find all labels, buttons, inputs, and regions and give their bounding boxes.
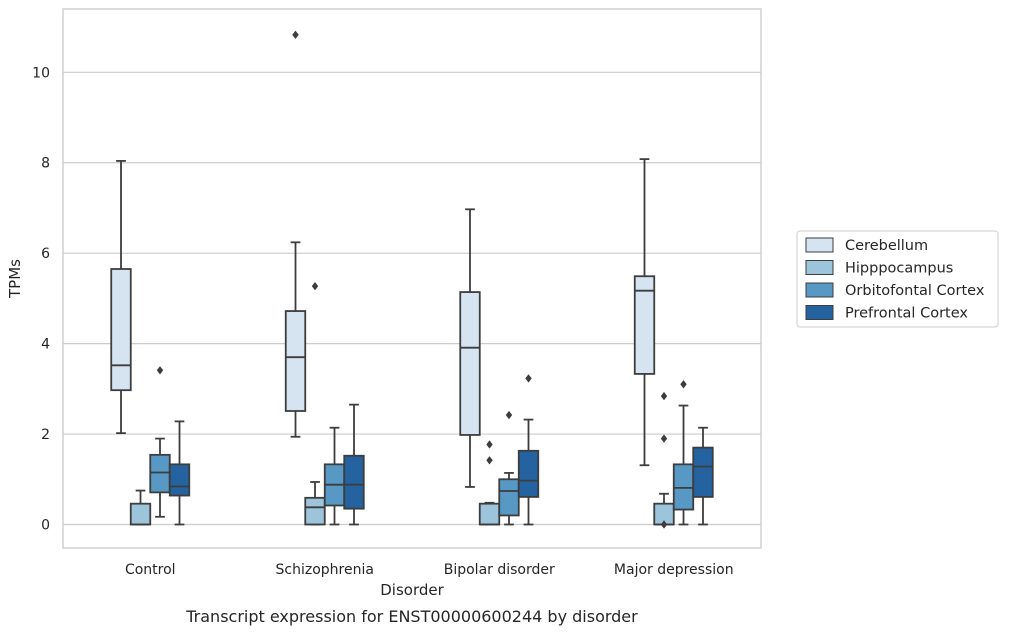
box-iqr xyxy=(284,310,307,412)
y-tick-label: 10 xyxy=(32,65,50,81)
box-prefrontal-cortex xyxy=(517,374,540,526)
legend-label: Cerebellum xyxy=(845,238,928,254)
box-orbitofontal-cortex xyxy=(149,366,171,518)
legend-frame xyxy=(796,230,999,328)
chart-caption: Transcript expression for ENST0000060024… xyxy=(185,607,638,626)
legend-swatch xyxy=(805,282,834,298)
outlier-point xyxy=(660,520,668,529)
box-orbitofontal-cortex xyxy=(498,410,520,526)
outlier-point xyxy=(660,391,668,401)
outlier-point xyxy=(486,440,493,449)
box-hipppocampus xyxy=(478,440,501,526)
box-iqr xyxy=(168,463,191,497)
box-prefrontal-cortex xyxy=(343,403,365,526)
outlier-point xyxy=(156,366,164,375)
y-tick-label: 2 xyxy=(41,427,50,443)
box-iqr xyxy=(459,291,481,436)
y-axis-label: TPMs xyxy=(6,259,24,299)
box-iqr xyxy=(517,449,540,498)
y-tick-label: 4 xyxy=(41,337,50,353)
box-cerebellum xyxy=(633,158,656,467)
legend: Cerebellum Hipppocampus Orbitofontal Corte… xyxy=(796,230,999,328)
y-tick-label: 0 xyxy=(41,517,50,533)
y-axis-ticks: 0 2 4 6 8 10 xyxy=(32,65,50,533)
box-iqr xyxy=(343,454,365,510)
x-tick-label: Bipolar disorder xyxy=(444,562,555,578)
box-iqr xyxy=(110,268,132,392)
outlier-point xyxy=(292,30,299,39)
box-iqr xyxy=(692,446,714,498)
outlier-point xyxy=(525,374,532,383)
outlier-point xyxy=(311,281,319,291)
box-orbitofontal-cortex xyxy=(672,380,695,526)
y-tick-label: 6 xyxy=(41,246,50,262)
legend-swatch xyxy=(805,260,834,275)
box-hipppocampus xyxy=(653,391,675,529)
box-cerebellum xyxy=(284,30,307,438)
legend-label: Orbitofontal Cortex xyxy=(845,283,985,299)
box-hipppocampus xyxy=(129,489,152,526)
box-iqr xyxy=(149,453,171,494)
x-tick-label: Schizophrenia xyxy=(276,562,374,578)
outlier-point xyxy=(486,456,493,465)
box-iqr xyxy=(498,478,520,517)
box-prefrontal-cortex xyxy=(692,426,714,526)
box-iqr xyxy=(129,502,152,526)
box-cerebellum xyxy=(110,160,132,435)
legend-label: Hipppocampus xyxy=(845,261,953,277)
box-prefrontal-cortex xyxy=(168,420,191,526)
box-orbitofontal-cortex xyxy=(323,426,346,526)
y-tick-label: 8 xyxy=(41,156,50,172)
box-iqr xyxy=(478,502,501,526)
x-axis-ticks: Control Schizophrenia Bipolar disorder Majo… xyxy=(125,562,734,578)
x-axis-label: Disorder xyxy=(380,581,444,599)
x-tick-label: Control xyxy=(125,562,176,578)
legend-swatch xyxy=(805,305,834,320)
x-tick-label: Major depression xyxy=(614,562,734,578)
legend-label: Prefrontal Cortex xyxy=(845,306,968,322)
box-hipppocampus xyxy=(304,281,326,526)
box-iqr xyxy=(304,496,326,526)
box-iqr xyxy=(633,275,656,375)
outlier-point xyxy=(660,434,668,443)
outlier-point xyxy=(680,380,687,389)
plot-frame xyxy=(62,8,762,549)
box-cerebellum xyxy=(459,208,481,488)
box-plot-area xyxy=(110,30,714,529)
outlier-point xyxy=(505,410,513,420)
box-iqr xyxy=(672,463,695,511)
legend-swatch xyxy=(805,237,834,253)
